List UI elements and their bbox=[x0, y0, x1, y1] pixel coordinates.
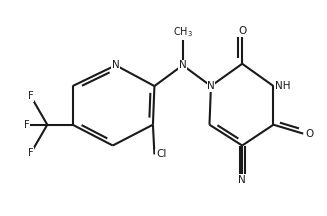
Text: N: N bbox=[207, 81, 215, 91]
Text: NH: NH bbox=[275, 81, 291, 91]
Text: N: N bbox=[238, 175, 246, 185]
Text: F: F bbox=[28, 91, 34, 102]
Text: O: O bbox=[305, 129, 314, 139]
Text: F: F bbox=[28, 148, 34, 158]
Text: CH$_3$: CH$_3$ bbox=[173, 26, 193, 40]
Text: F: F bbox=[24, 120, 29, 130]
Text: N: N bbox=[179, 60, 187, 70]
Text: N: N bbox=[112, 60, 120, 70]
Text: O: O bbox=[238, 26, 246, 36]
Text: Cl: Cl bbox=[156, 149, 166, 159]
